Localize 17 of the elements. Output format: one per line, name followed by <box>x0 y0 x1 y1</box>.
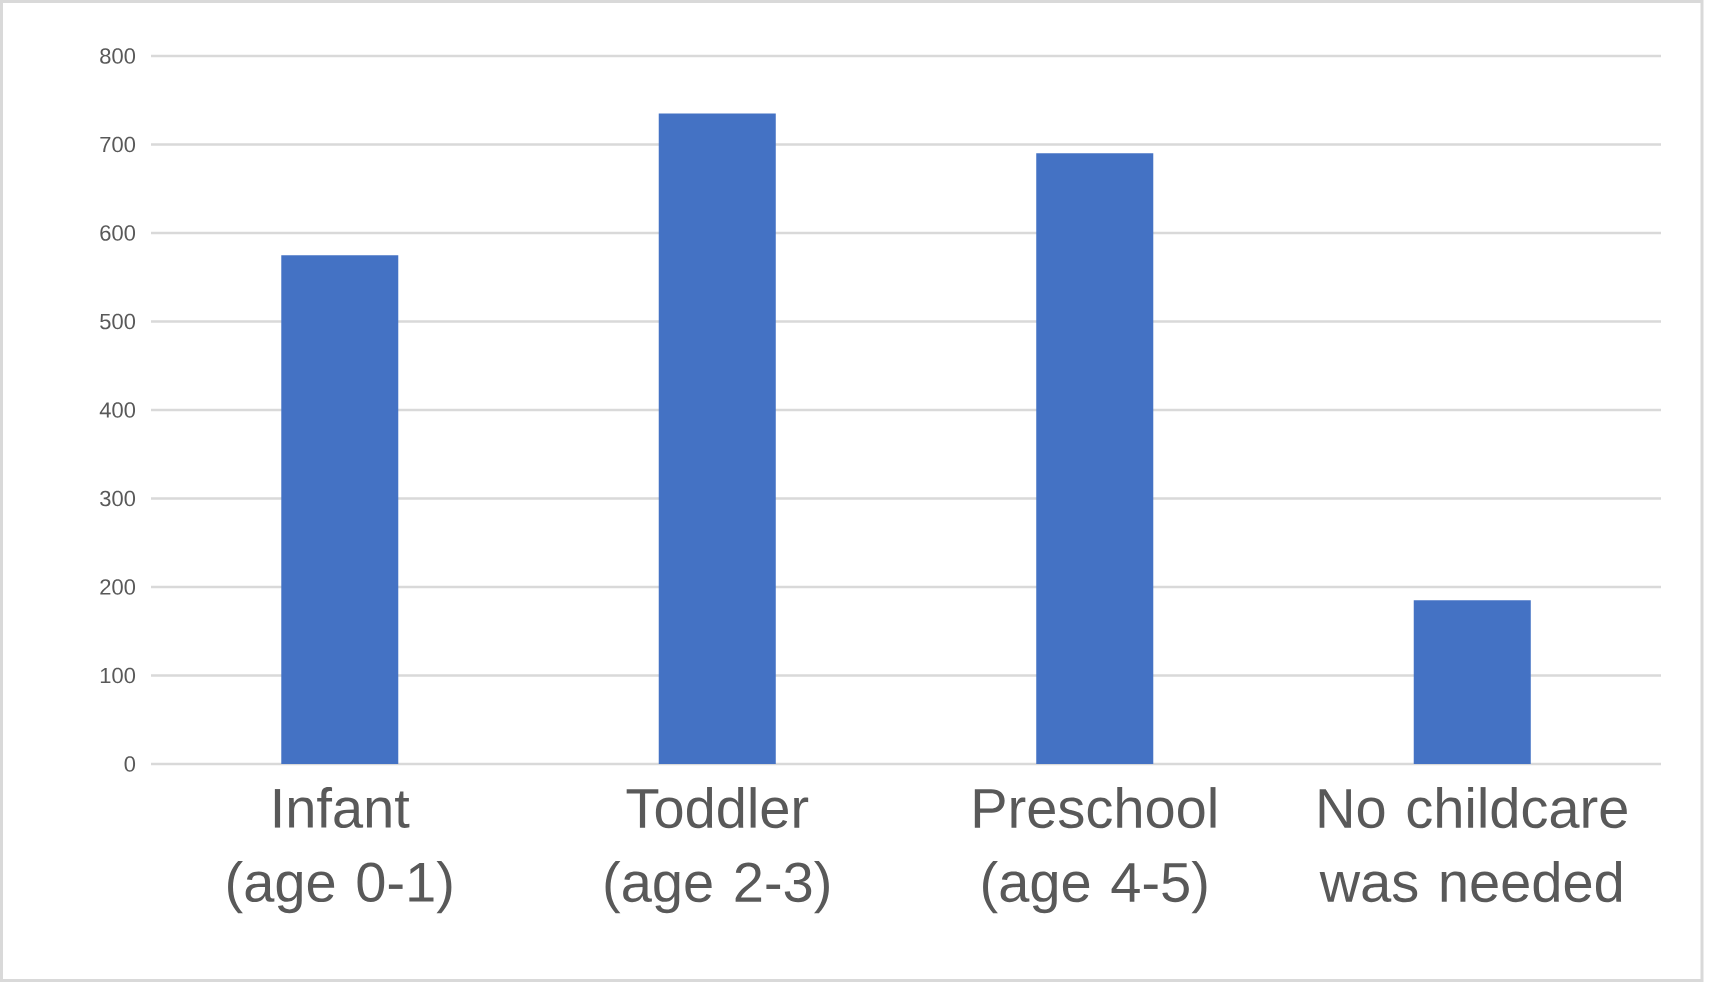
y-tick-label: 400 <box>99 402 136 418</box>
bar <box>1036 153 1154 764</box>
y-tick-label: 500 <box>100 313 136 330</box>
x-tick-label: Toddler (age 2-3) <box>605 787 829 914</box>
y-tick-label: 700 <box>100 136 136 153</box>
y-tick-label: 200 <box>100 579 136 595</box>
x-tick-label: Infant (age 0-1) <box>228 787 452 914</box>
y-tick-label: 600 <box>100 225 136 241</box>
y-tick-label: 100 <box>100 667 136 684</box>
bar <box>658 113 776 764</box>
x-tick-label: No childcare was needed <box>1319 787 1627 903</box>
y-tick-label: 800 <box>100 48 136 64</box>
bar <box>281 255 399 764</box>
y-tick-label: 300 <box>100 490 136 507</box>
x-tick-label: Preschool (age 4-5) <box>974 787 1216 914</box>
y-tick-label: 0 <box>124 756 136 772</box>
bar <box>1413 600 1531 764</box>
